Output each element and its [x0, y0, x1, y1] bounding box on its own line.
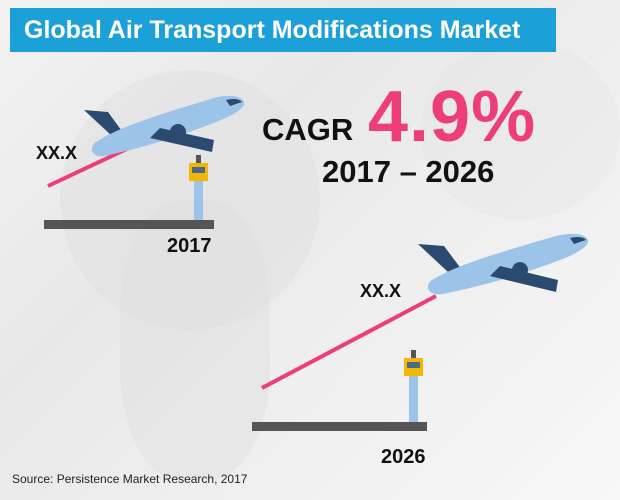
cagr-label: CAGR	[262, 112, 354, 147]
platform-2017	[44, 220, 214, 229]
year-label-2017: 2017	[167, 235, 212, 257]
background-figure-shape	[120, 200, 270, 480]
control-tower-2026-icon	[404, 350, 423, 422]
growth-line-2026	[261, 294, 437, 390]
page-title: Global Air Transport Modifications Marke…	[10, 8, 556, 52]
control-tower-2017-icon	[189, 155, 208, 220]
airplane-2026-icon	[418, 233, 589, 295]
airplane-2017-icon	[84, 95, 245, 157]
platform-2026	[252, 422, 427, 431]
cagr-value: 4.9%	[368, 77, 537, 157]
market-value-2026: XX.X	[360, 281, 402, 301]
forecast-period: 2017 – 2026	[322, 154, 495, 189]
market-value-2017: XX.X	[36, 143, 78, 163]
source-note: Source: Persistence Market Research, 201…	[12, 472, 248, 486]
year-label-2026: 2026	[381, 446, 426, 468]
background-hangar-shape	[420, 40, 620, 220]
